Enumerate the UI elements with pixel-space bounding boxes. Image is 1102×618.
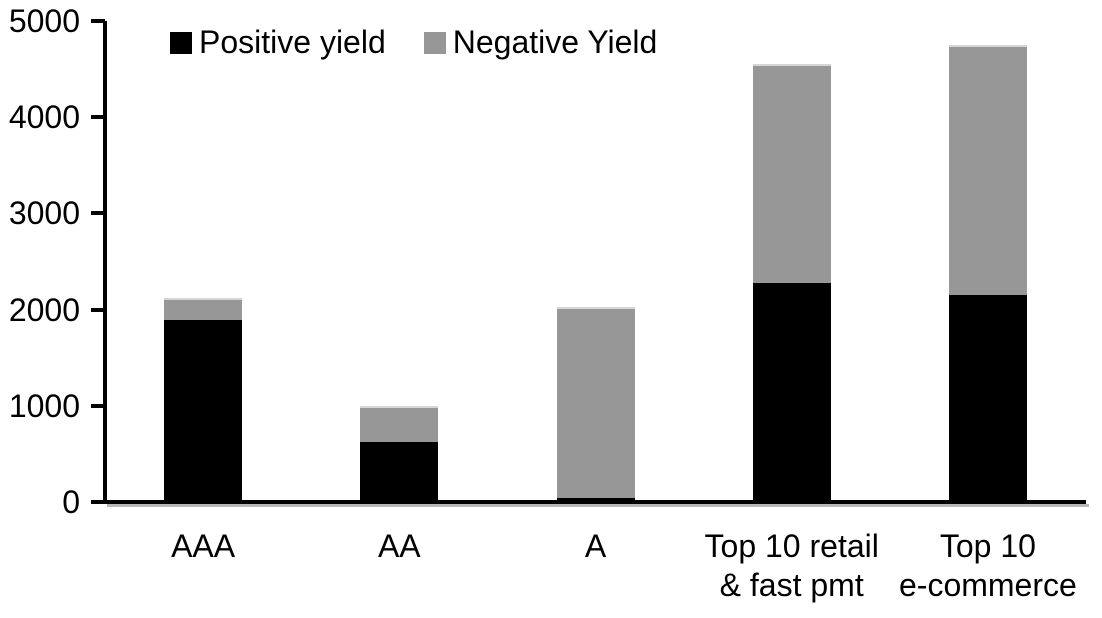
y-axis-tick-mark bbox=[91, 211, 105, 216]
x-axis-line bbox=[103, 500, 1086, 504]
y-axis-tick-label: 2000 bbox=[8, 291, 80, 328]
legend-item-positive-yield: Positive yield bbox=[170, 24, 386, 60]
bar-segment-positive bbox=[164, 320, 243, 502]
bar-segment-positive bbox=[752, 282, 831, 502]
x-axis-category-label: A bbox=[584, 528, 607, 564]
y-axis-tick-label: 5000 bbox=[8, 3, 80, 39]
y-axis-tick-mark bbox=[91, 115, 105, 120]
bar-segment-positive bbox=[556, 498, 635, 502]
bar-segment-negative bbox=[360, 405, 439, 443]
negative-yield-swatch-icon bbox=[423, 31, 446, 54]
bar-segment-negative bbox=[164, 298, 243, 321]
y-axis-line bbox=[103, 21, 107, 504]
x-axis-category-label: AA bbox=[377, 528, 421, 564]
x-axis-category-label: AAA bbox=[171, 528, 236, 564]
bar-segment-positive bbox=[360, 442, 439, 502]
x-axis-category-label: Top 10 retail & fast pmt bbox=[704, 528, 879, 603]
positive-yield-swatch-icon bbox=[170, 31, 192, 54]
positive-yield-legend-label: Positive yield bbox=[199, 24, 386, 60]
x-axis-category-label: Top 10 e-commerce bbox=[898, 528, 1077, 603]
y-axis-tick-mark bbox=[91, 19, 105, 23]
chart-legend: Positive yield Negative Yield bbox=[170, 24, 658, 60]
y-axis-tick-label: 4000 bbox=[8, 99, 80, 136]
legend-item-negative-yield: Negative Yield bbox=[423, 24, 658, 60]
x-axis-shadow-line bbox=[107, 504, 1089, 507]
y-axis-tick-label: 1000 bbox=[8, 387, 80, 424]
negative-yield-legend-label: Negative Yield bbox=[452, 24, 658, 60]
bar-segment-positive bbox=[948, 295, 1027, 502]
bar-segment-negative bbox=[752, 64, 831, 283]
y-axis-tick-mark bbox=[91, 500, 105, 504]
bar-segment-negative bbox=[556, 306, 635, 499]
y-axis-tick-label: 0 bbox=[62, 484, 80, 520]
y-axis-tick-mark bbox=[91, 403, 105, 408]
y-axis-tick-mark bbox=[91, 307, 105, 312]
y-axis-tick-label: 3000 bbox=[8, 195, 80, 232]
bar-segment-negative bbox=[948, 45, 1027, 296]
